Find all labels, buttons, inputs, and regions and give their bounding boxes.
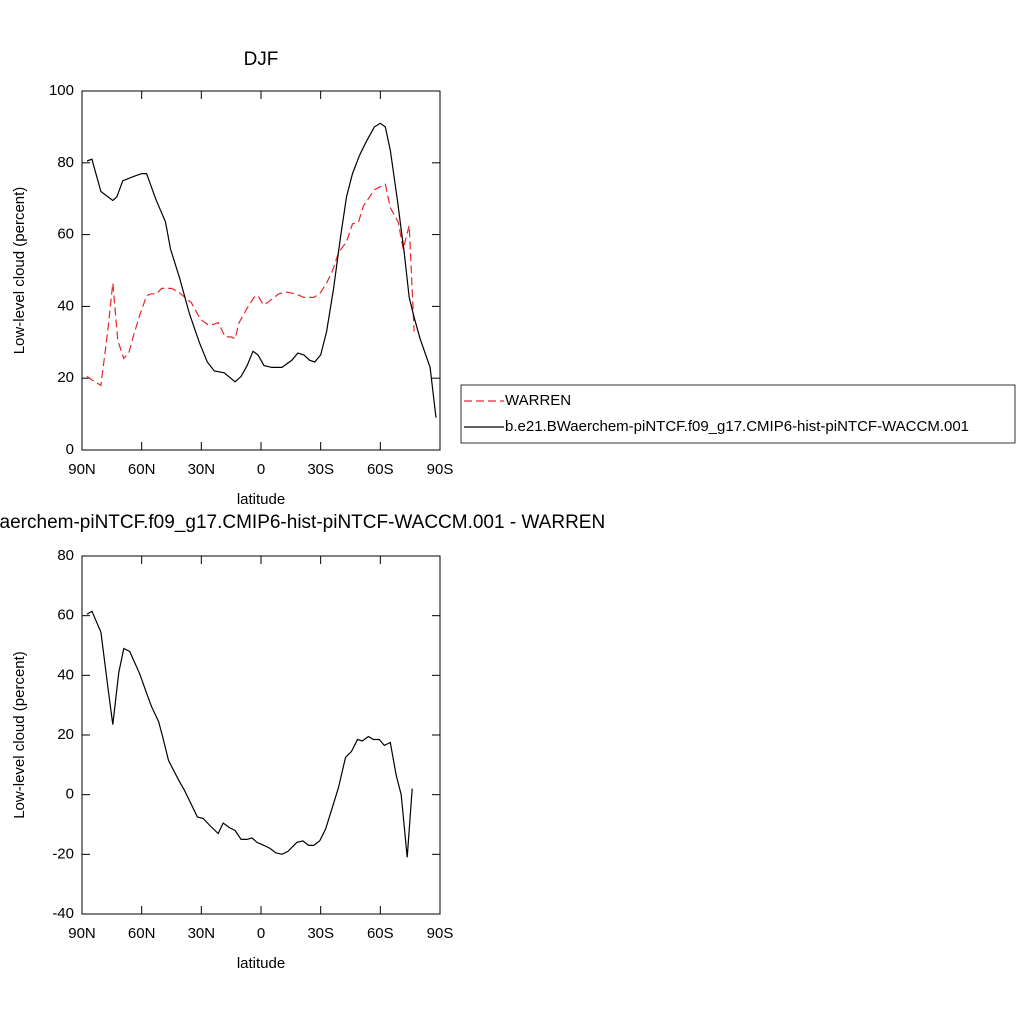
x-tick-label: 30S	[307, 925, 334, 942]
y-axis-label: Low-level cloud (percent)	[11, 651, 28, 819]
legend-label: WARREN	[505, 392, 571, 409]
x-tick-label: 0	[257, 925, 265, 942]
legend-label: b.e21.BWaerchem-piNTCF.f09_g17.CMIP6-his…	[505, 418, 969, 435]
y-tick-label: 0	[66, 786, 74, 803]
x-axis-label: latitude	[237, 491, 285, 508]
chart-title: b.e21.BWaerchem-piNTCF.f09_g17.CMIP6-his…	[0, 512, 605, 533]
y-tick-label: 0	[66, 441, 74, 458]
y-tick-label: 40	[57, 666, 74, 683]
x-tick-label: 90S	[427, 461, 454, 478]
y-tick-label: -20	[52, 845, 74, 862]
x-tick-label: 30N	[188, 925, 216, 942]
x-tick-label: 60N	[128, 461, 156, 478]
x-tick-label: 90N	[68, 925, 96, 942]
x-tick-label: 30S	[307, 461, 334, 478]
x-tick-label: 60N	[128, 925, 156, 942]
plot-frame	[81, 90, 441, 451]
x-tick-label: 60S	[367, 461, 394, 478]
x-tick-label: 90N	[68, 461, 96, 478]
y-tick-label: 80	[57, 547, 74, 564]
y-tick-label: -40	[52, 905, 74, 922]
chart-title: DJF	[244, 49, 279, 70]
series-line	[86, 122, 437, 418]
y-tick-label: 20	[57, 726, 74, 743]
x-tick-label: 30N	[188, 461, 216, 478]
plot-frame	[81, 555, 441, 915]
x-tick-label: 60S	[367, 925, 394, 942]
y-tick-label: 60	[57, 607, 74, 624]
y-tick-label: 80	[57, 154, 74, 171]
x-tick-label: 90S	[427, 925, 454, 942]
x-axis-label: latitude	[237, 955, 285, 972]
y-axis-label: Low-level cloud (percent)	[11, 187, 28, 355]
y-tick-label: 60	[57, 226, 74, 243]
x-tick-label: 0	[257, 461, 265, 478]
y-tick-label: 100	[49, 82, 74, 99]
series-line	[86, 610, 413, 858]
legend-box	[460, 384, 1016, 444]
series-line	[86, 183, 415, 387]
y-tick-label: 20	[57, 369, 74, 386]
y-tick-label: 40	[57, 297, 74, 314]
